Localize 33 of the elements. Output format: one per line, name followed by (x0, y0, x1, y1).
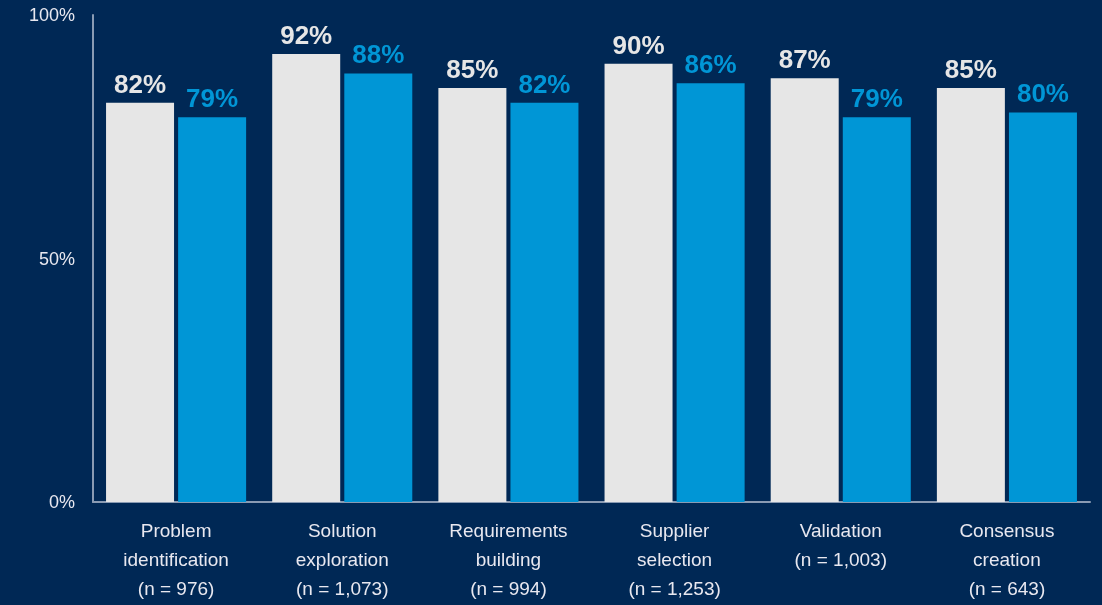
x-tick-label: Consensus creation (n = 643) (959, 520, 1055, 599)
data-label: 92% (280, 19, 333, 50)
y-tick-label: 0% (48, 492, 75, 512)
bar (510, 102, 579, 502)
y-tick-label: 100% (28, 5, 75, 25)
x-tick-label: Supplier selection (n = 1,253) (628, 520, 721, 599)
bar (178, 117, 247, 502)
data-label: 87% (778, 44, 831, 75)
data-label: 85% (446, 54, 499, 85)
bar (676, 83, 745, 502)
x-tick-label: Requirements building (n = 994) (449, 520, 568, 599)
data-label: 79% (850, 83, 903, 114)
bar (604, 63, 673, 502)
x-tick-label: Solution exploration (n = 1,073) (295, 520, 389, 599)
bar (842, 117, 911, 502)
data-label: 82% (518, 68, 571, 99)
data-label: 80% (1016, 78, 1069, 109)
data-label: 88% (352, 39, 405, 70)
bar (1008, 112, 1077, 502)
bar (770, 78, 839, 502)
bar (106, 102, 175, 502)
data-label: 90% (612, 29, 665, 60)
data-label: 85% (944, 54, 997, 85)
bar (344, 73, 413, 502)
data-label: 79% (186, 83, 239, 114)
data-label: 82% (114, 68, 167, 99)
x-tick-label: Validation (n = 1,003) (794, 520, 887, 570)
bar (272, 53, 341, 502)
bar (936, 88, 1005, 502)
data-label: 86% (684, 49, 737, 80)
x-tick-label: Problem identification (n = 976) (123, 520, 229, 599)
y-tick-label: 50% (38, 248, 75, 269)
bar (438, 88, 507, 502)
